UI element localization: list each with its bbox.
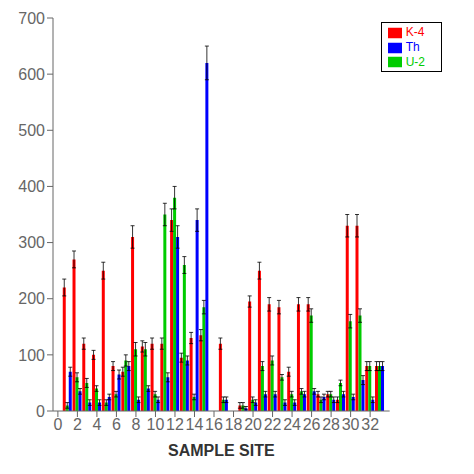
svg-text:6: 6 (112, 416, 121, 433)
svg-text:300: 300 (18, 234, 45, 251)
svg-text:28: 28 (322, 416, 340, 433)
svg-text:2: 2 (73, 416, 82, 433)
svg-text:14: 14 (186, 416, 204, 433)
svg-text:600: 600 (18, 66, 45, 83)
svg-text:10: 10 (147, 416, 165, 433)
html-text:U-2: U-2 (405, 54, 425, 69)
svg-text:12: 12 (166, 416, 184, 433)
svg-text:500: 500 (18, 122, 45, 139)
svg-text:20: 20 (244, 416, 262, 433)
html-text:K-4: K-4 (405, 25, 425, 39)
svg-text:8: 8 (131, 416, 140, 433)
svg-text:200: 200 (18, 290, 45, 307)
svg-text:SAMPLE SITE: SAMPLE SITE (168, 442, 275, 459)
svg-text:22: 22 (264, 416, 282, 433)
svg-text:16: 16 (205, 416, 223, 433)
svg-text:700: 700 (18, 10, 45, 27)
svg-text:100: 100 (18, 347, 45, 364)
svg-text:0: 0 (36, 403, 45, 420)
svg-text:30: 30 (342, 416, 360, 433)
svg-text:24: 24 (283, 416, 301, 433)
svg-text:400: 400 (18, 178, 45, 195)
html-text:Th: Th (405, 39, 420, 54)
svg-text:26: 26 (303, 416, 321, 433)
svg-text:32: 32 (361, 416, 379, 433)
svg-text:0: 0 (53, 416, 62, 433)
svg-text:4: 4 (92, 416, 101, 433)
svg-text:18: 18 (225, 416, 243, 433)
